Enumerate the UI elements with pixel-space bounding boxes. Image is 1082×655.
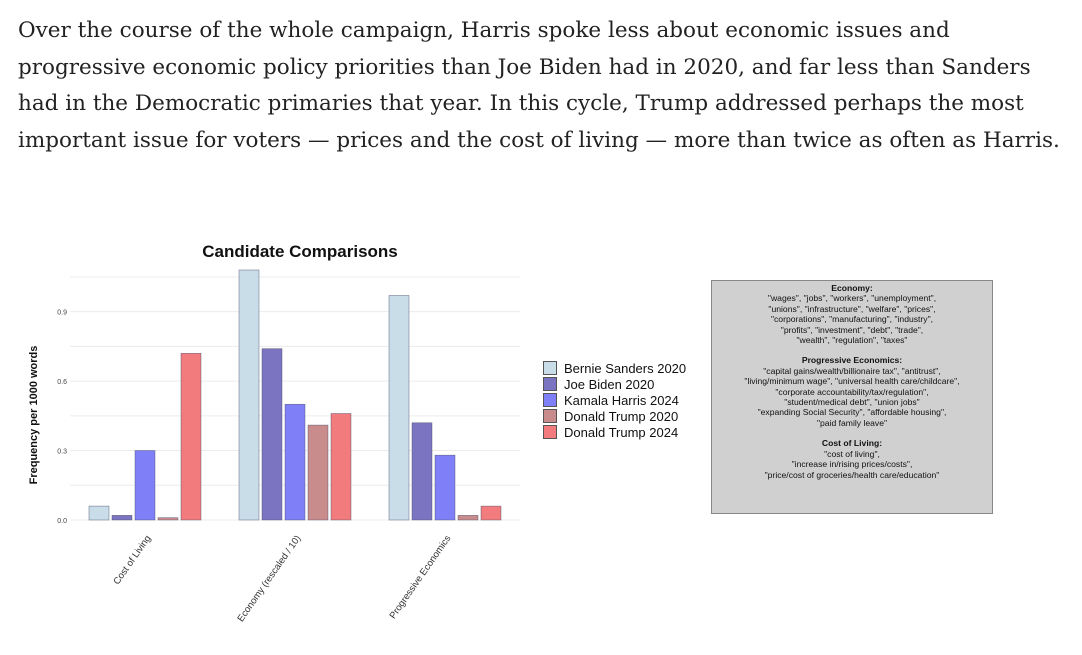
x-tick-label: Economy (rescaled / 10)	[235, 533, 303, 624]
keyword-line: "wages", "jobs", "workers", "unemploymen…	[767, 293, 937, 304]
keyword-line: "living/minimum wage", "universal health…	[744, 376, 960, 387]
y-tick-label: 0.6	[57, 379, 67, 386]
bar	[261, 348, 283, 521]
bar	[330, 413, 352, 521]
legend-swatch	[543, 377, 557, 391]
legend-label: Donald Trump 2020	[564, 408, 679, 424]
y-tick-label: 0.0	[57, 518, 67, 525]
keyword-definitions-box: Economy: "wages", "jobs", "workers", "une…	[711, 280, 993, 514]
keyword-line: "increase in/rising prices/costs",	[791, 459, 913, 470]
legend-item: Bernie Sanders 2020	[543, 360, 686, 376]
bar	[411, 422, 433, 521]
legend-label: Kamala Harris 2024	[564, 392, 679, 408]
bar-chart: Candidate Comparisons 0.0 0.3 0.6 0.9 Frequen…	[28, 242, 520, 624]
keyword-section-heading: Cost of Living:	[821, 438, 883, 449]
bar	[157, 517, 179, 521]
chart-title: Candidate Comparisons	[202, 242, 398, 261]
keyword-line: "price/cost of groceries/health care/edu…	[764, 469, 940, 480]
y-tick-label: 0.9	[57, 310, 67, 317]
keyword-line: "unions", "infrastructure", "welfare", "…	[768, 303, 936, 314]
legend-swatch	[543, 425, 557, 439]
bar	[111, 515, 133, 521]
bar	[238, 269, 260, 521]
keyword-line: "capital gains/wealth/billionaire tax", …	[763, 365, 941, 376]
x-tick-label: Cost of Living	[111, 533, 153, 586]
keyword-section-heading: Progressive Economics:	[801, 355, 903, 366]
legend-label: Bernie Sanders 2020	[564, 360, 687, 376]
keyword-line: "corporate accountability/tax/regulation…	[775, 386, 929, 397]
bar	[480, 505, 502, 521]
bar	[180, 353, 202, 521]
keyword-line: "corporations", "manufacturing", "indust…	[770, 314, 934, 325]
keyword-line: "paid family leave"	[816, 417, 888, 428]
legend-item: Donald Trump 2024	[543, 424, 686, 440]
legend-item: Kamala Harris 2024	[543, 392, 686, 408]
bar	[134, 450, 156, 521]
keyword-line: "profits", "investment", "debt", "trade"…	[780, 324, 924, 335]
bar	[457, 515, 479, 521]
keyword-line: "expanding Social Security", "affordable…	[757, 407, 947, 418]
y-axis-label: Frequency per 1000 words	[28, 346, 40, 485]
keyword-section: Progressive Economics: "capital gains/wea…	[712, 355, 992, 428]
legend-swatch	[543, 361, 557, 375]
legend-item: Joe Biden 2020	[543, 376, 686, 392]
bar	[388, 295, 410, 521]
keyword-line: "cost of living",	[824, 448, 880, 459]
legend-label: Donald Trump 2024	[564, 424, 679, 440]
x-tick-label: Progressive Economics	[388, 533, 454, 621]
bar	[284, 403, 306, 521]
y-tick-label: 0.3	[57, 449, 67, 456]
legend-swatch	[543, 409, 557, 423]
chart-legend: Bernie Sanders 2020 Joe Biden 2020 Kamala …	[543, 360, 686, 440]
keyword-section: Economy: "wages", "jobs", "workers", "une…	[712, 283, 992, 345]
article-paragraph: Over the course of the whole campaign, H…	[18, 18, 1060, 153]
legend-item: Donald Trump 2020	[543, 408, 686, 424]
keyword-section: Cost of Living: "cost of living", "increas…	[712, 438, 992, 480]
legend-label: Joe Biden 2020	[564, 376, 655, 392]
keyword-line: "student/medical debt", "union jobs"	[784, 397, 920, 408]
legend-swatch	[543, 393, 557, 407]
keyword-section-heading: Economy:	[831, 283, 873, 293]
bar	[434, 454, 456, 521]
keyword-line: "wealth", "regulation", "taxes"	[796, 335, 908, 346]
bar	[307, 424, 329, 521]
bar	[88, 505, 110, 521]
